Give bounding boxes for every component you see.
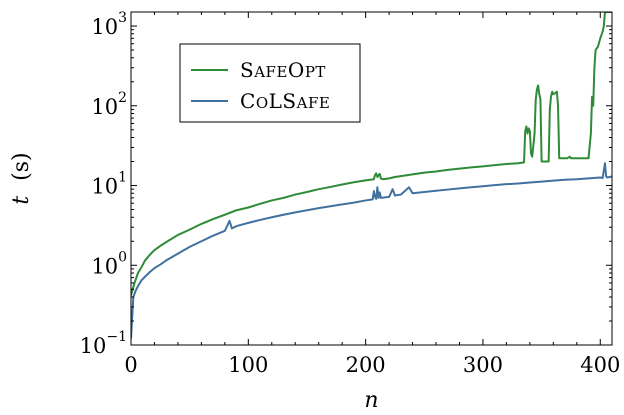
y-tick-label: 102: [91, 90, 127, 119]
x-tick-label: 100: [228, 353, 268, 377]
y-tick-label: 10−1: [80, 329, 127, 358]
x-axis-label: n: [364, 388, 378, 413]
x-tick-label: 0: [124, 353, 137, 377]
x-tick-label: 200: [346, 353, 386, 377]
legend-label-safeopt: SAFEOPT: [240, 58, 326, 82]
series-line-colsafe: [131, 162, 612, 339]
y-tick-label: 100: [91, 249, 127, 278]
axes-frame: [130, 11, 613, 346]
series-line-safeopt: [131, 12, 612, 296]
legend: SAFEOPT COLSAFE: [179, 43, 361, 123]
legend-box: [179, 43, 361, 123]
ticks-group: 0 100 200 300 400 10−1 100 101 102 103: [80, 10, 621, 377]
y-axis-label-unit: (s): [9, 152, 34, 180]
series-group: [131, 12, 612, 339]
y-tick-label: 101: [91, 170, 127, 199]
legend-label-colsafe: COLSAFE: [240, 89, 330, 113]
y-axis-label-var: t: [9, 196, 34, 205]
x-tick-label: 300: [463, 353, 503, 377]
x-tick-label: 400: [580, 353, 620, 377]
legend-items: SAFEOPT COLSAFE: [191, 58, 330, 113]
y-tick-label: 103: [91, 10, 127, 39]
y-axis-label: t (s): [9, 152, 34, 204]
